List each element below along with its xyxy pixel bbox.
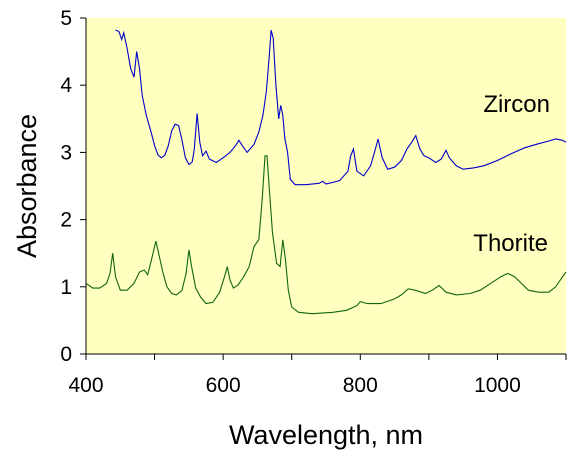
- y-tick-label: 3: [60, 141, 72, 164]
- series-line-zircon: [115, 29, 567, 186]
- y-tick-label: 4: [60, 74, 72, 97]
- series-labels: Zircon Thorite: [473, 91, 550, 257]
- y-tick-label: 2: [60, 209, 72, 232]
- series-label-thorite: Thorite: [473, 230, 548, 257]
- x-tick-label: 600: [206, 374, 241, 397]
- y-tick-label: 0: [60, 343, 72, 366]
- series-layer: [85, 29, 567, 315]
- y-axis-title: Absorbance: [12, 114, 42, 258]
- y-tick-label: 1: [60, 276, 72, 299]
- x-axis-title: Wavelength, nm: [229, 420, 423, 450]
- x-tick-label: 800: [343, 374, 378, 397]
- series-line-thorite: [85, 155, 567, 315]
- plot-area: [86, 18, 566, 354]
- y-tick-label: 5: [60, 7, 72, 30]
- axes: [85, 18, 566, 355]
- x-tick-label: 1000: [474, 374, 521, 397]
- x-tick-label: 400: [68, 374, 103, 397]
- ticks: 400 600 800 1000 0 1 2 3 4 5: [60, 7, 567, 397]
- series-label-zircon: Zircon: [483, 91, 550, 118]
